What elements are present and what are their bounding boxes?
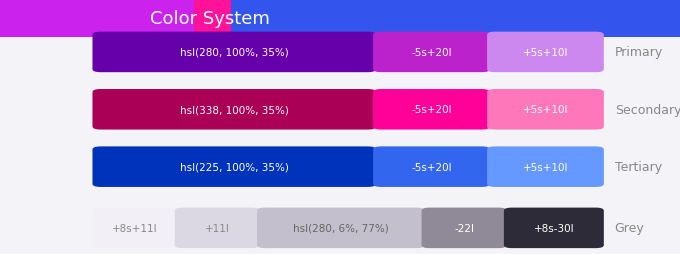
Text: +5s+10l: +5s+10l: [523, 162, 568, 172]
FancyBboxPatch shape: [175, 208, 260, 248]
FancyBboxPatch shape: [92, 90, 376, 130]
Text: Primary: Primary: [615, 46, 663, 59]
Text: hsl(280, 100%, 35%): hsl(280, 100%, 35%): [180, 48, 288, 58]
FancyBboxPatch shape: [487, 33, 604, 73]
FancyBboxPatch shape: [257, 208, 424, 248]
Text: +8s-30l: +8s-30l: [534, 223, 574, 233]
FancyBboxPatch shape: [487, 90, 604, 130]
Text: Grey: Grey: [615, 221, 645, 234]
Text: hsl(338, 100%, 35%): hsl(338, 100%, 35%): [180, 105, 288, 115]
FancyBboxPatch shape: [504, 208, 604, 248]
Text: +8s+11l: +8s+11l: [112, 223, 158, 233]
Text: -5s+20l: -5s+20l: [411, 105, 452, 115]
Text: -5s+20l: -5s+20l: [411, 48, 452, 58]
FancyBboxPatch shape: [373, 147, 490, 187]
FancyBboxPatch shape: [373, 33, 490, 73]
FancyBboxPatch shape: [92, 33, 376, 73]
FancyBboxPatch shape: [422, 208, 507, 248]
Text: +11l: +11l: [205, 223, 230, 233]
FancyBboxPatch shape: [92, 208, 177, 248]
Text: Secondary: Secondary: [615, 103, 680, 116]
Text: hsl(225, 100%, 35%): hsl(225, 100%, 35%): [180, 162, 288, 172]
Text: Tertiary: Tertiary: [615, 161, 662, 173]
FancyBboxPatch shape: [92, 147, 376, 187]
FancyBboxPatch shape: [194, 0, 231, 38]
FancyBboxPatch shape: [0, 0, 194, 38]
Text: -22l: -22l: [454, 223, 474, 233]
Text: +5s+10l: +5s+10l: [523, 48, 568, 58]
FancyBboxPatch shape: [231, 0, 680, 38]
Text: hsl(280, 6%, 77%): hsl(280, 6%, 77%): [293, 223, 388, 233]
Text: Color System: Color System: [150, 10, 269, 28]
Text: -5s+20l: -5s+20l: [411, 162, 452, 172]
FancyBboxPatch shape: [487, 147, 604, 187]
FancyBboxPatch shape: [373, 90, 490, 130]
Text: +5s+10l: +5s+10l: [523, 105, 568, 115]
